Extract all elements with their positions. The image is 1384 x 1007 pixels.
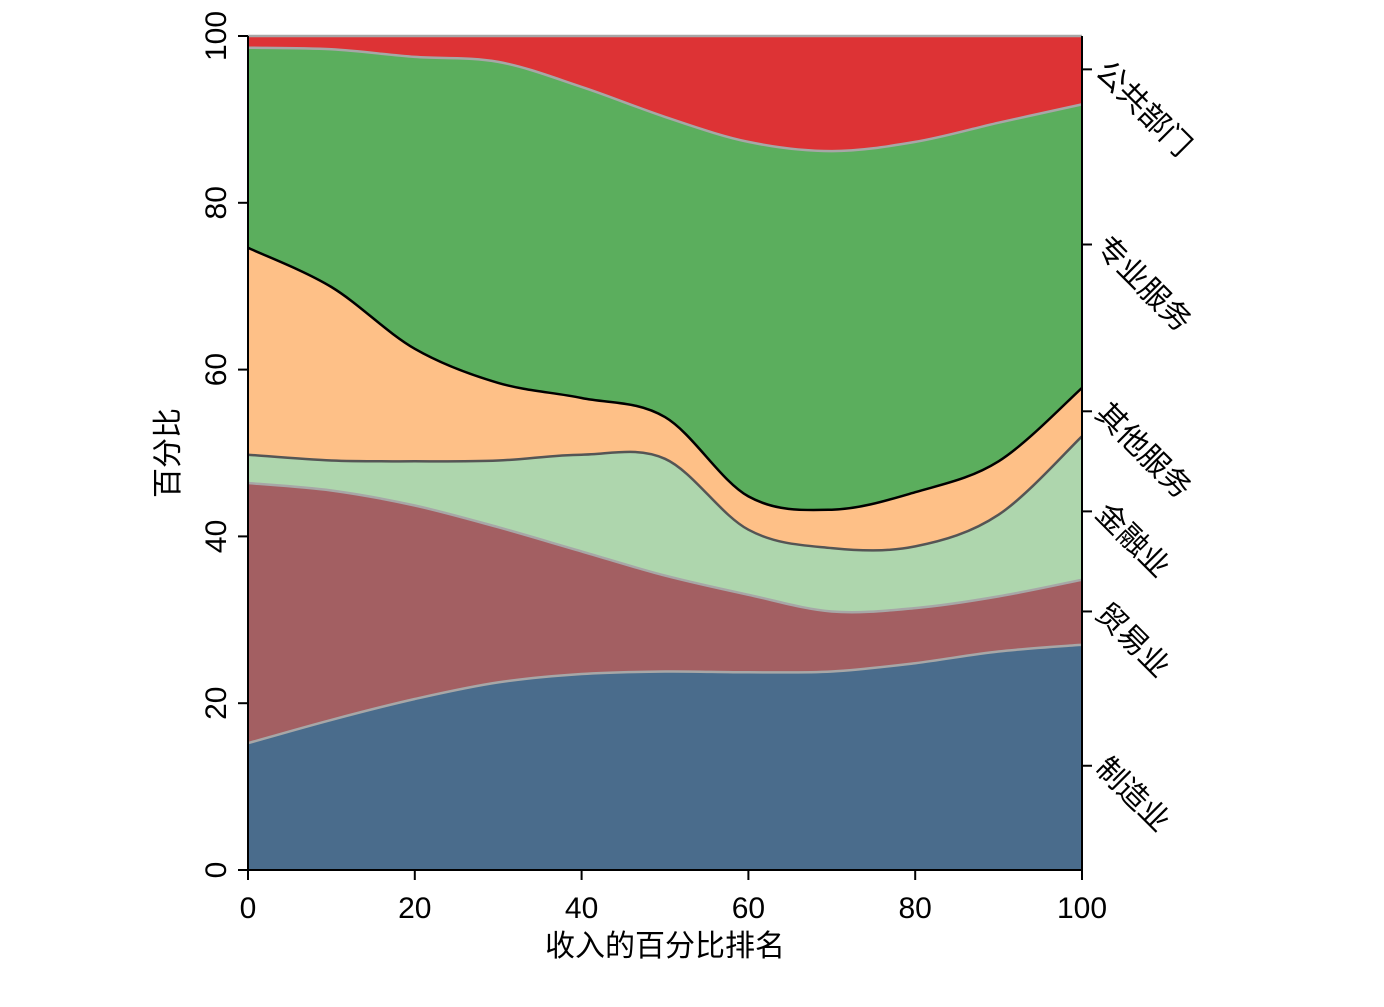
sector-label-3: 金融业 bbox=[1088, 496, 1176, 584]
sector-label-1: 制造业 bbox=[1088, 751, 1176, 839]
x-tick-label-2: 40 bbox=[565, 892, 598, 925]
x-tick-label-1: 20 bbox=[398, 892, 431, 925]
x-tick-label-0: 0 bbox=[240, 892, 257, 925]
series-boundary-lines bbox=[247, 34, 1083, 745]
x-tick-label-4: 80 bbox=[899, 892, 932, 925]
y-axis-title: 百分比 bbox=[152, 408, 185, 498]
x-tick-label-5: 100 bbox=[1057, 892, 1107, 925]
axes-group bbox=[238, 35, 1092, 880]
boundary-line-3 bbox=[247, 435, 1083, 552]
x-tick-label-3: 60 bbox=[732, 892, 765, 925]
boundary-line-4 bbox=[247, 246, 1083, 512]
boundary-line-2 bbox=[247, 481, 1083, 614]
sector-label-2: 贸易业 bbox=[1088, 596, 1176, 684]
y-tick-label-0: 0 bbox=[200, 862, 233, 879]
sector-label-4: 其他服务 bbox=[1088, 396, 1198, 506]
y-tick-label-4: 80 bbox=[200, 186, 233, 219]
sector-label-6: 公共部门 bbox=[1088, 54, 1198, 164]
area-series-group bbox=[247, 35, 1083, 871]
y-tick-label-2: 40 bbox=[200, 520, 233, 553]
x-axis-title: 收入的百分比排名 bbox=[545, 930, 785, 963]
y-tick-label-3: 60 bbox=[200, 353, 233, 386]
y-tick-label-5: 100 bbox=[200, 11, 233, 61]
boundary-line-1 bbox=[247, 643, 1083, 745]
y-tick-label-1: 20 bbox=[200, 687, 233, 720]
boundary-line-5 bbox=[247, 46, 1083, 153]
sector-label-5: 专业服务 bbox=[1088, 229, 1198, 339]
